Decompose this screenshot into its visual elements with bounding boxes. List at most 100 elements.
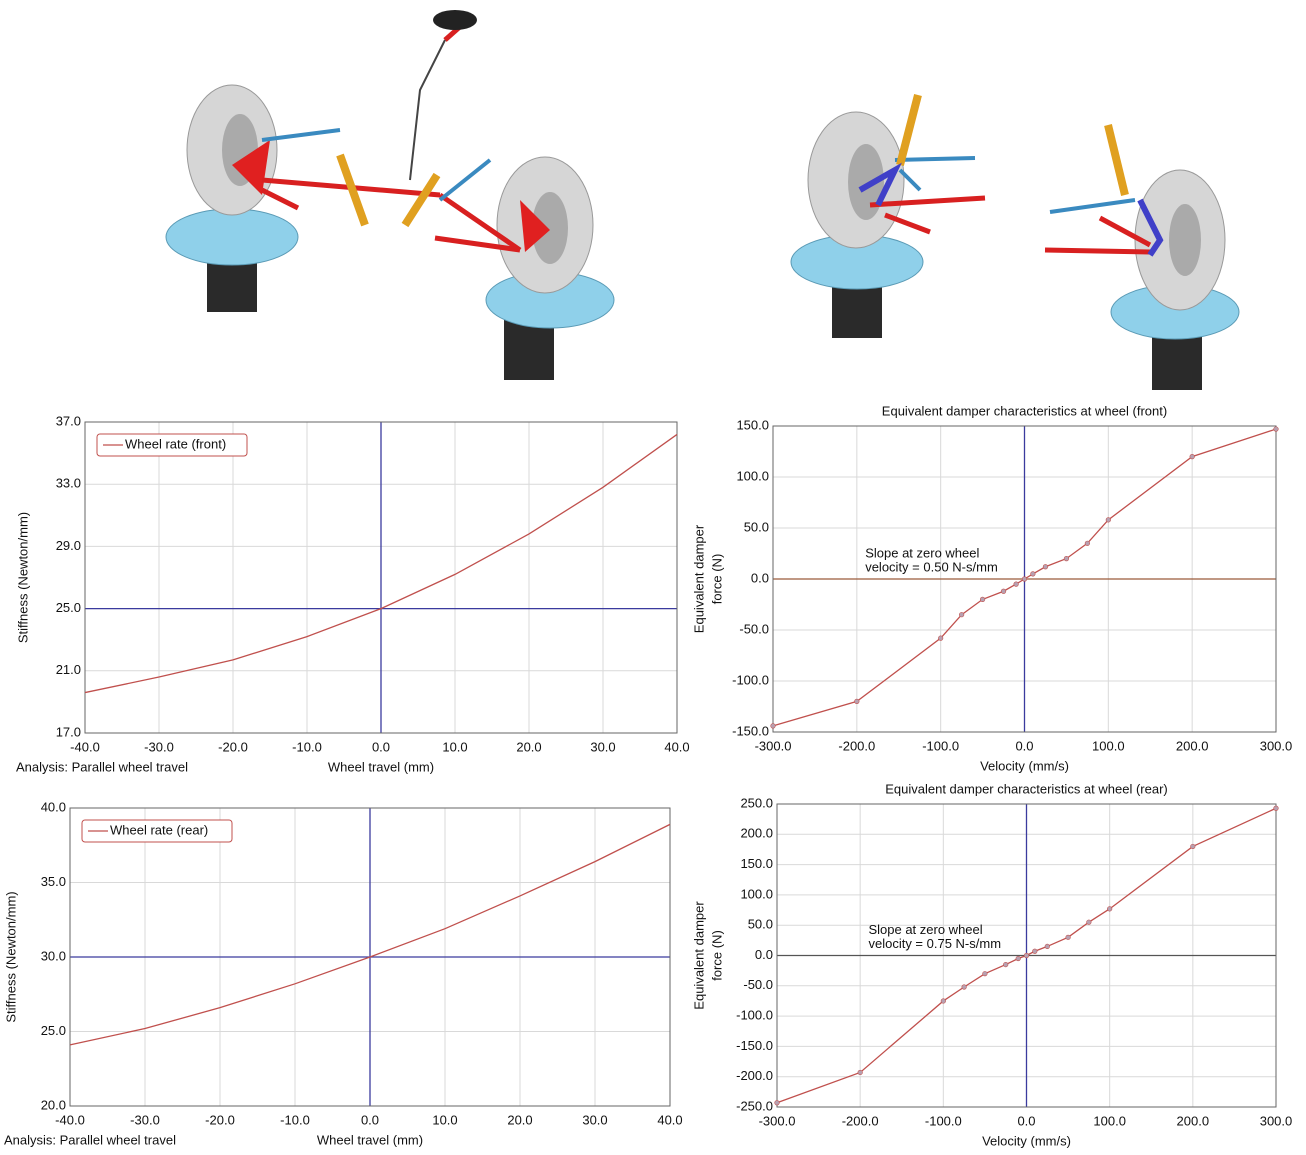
y-tick-label: 50.0 [744, 519, 769, 534]
data-line [69, 823, 671, 1046]
y-tick-label: -150.0 [736, 1038, 773, 1053]
y-tick-label: 150.0 [740, 856, 773, 871]
x-tick-label: -300.0 [759, 1113, 796, 1128]
y-tick-label: 29.0 [56, 538, 81, 553]
data-point [940, 998, 946, 1004]
data-point [938, 635, 944, 641]
annotation: Analysis: Parallel wheel travel [16, 759, 188, 774]
x-tick-label: 30.0 [590, 739, 615, 754]
x-tick-label: 10.0 [442, 739, 467, 754]
x-tick-label: -20.0 [218, 739, 248, 754]
annotation: Analysis: Parallel wheel travel [4, 1132, 176, 1147]
data-point [1032, 948, 1038, 954]
x-tick-label: 100.0 [1093, 1113, 1126, 1128]
x-tick-label: 300.0 [1260, 1113, 1293, 1128]
front-suspension-render [165, 10, 615, 380]
y-tick-label: 0.0 [751, 570, 769, 585]
data-point [1015, 955, 1021, 962]
data-point [1003, 961, 1009, 968]
x-tick-label: 30.0 [582, 1112, 607, 1127]
y-axis-label: Equivalent damper [691, 524, 706, 633]
x-tick-label: -200.0 [842, 1113, 879, 1128]
y-tick-label: 21.0 [56, 662, 81, 677]
y-tick-label: 100.0 [736, 468, 769, 483]
y-tick-label: 20.0 [41, 1097, 66, 1112]
y-tick-label: -250.0 [736, 1098, 773, 1113]
data-point [961, 984, 967, 990]
x-tick-label: -200.0 [838, 738, 875, 753]
x-tick-label: -30.0 [130, 1112, 160, 1127]
y-tick-label: 35.0 [41, 874, 66, 889]
data-point [1042, 564, 1049, 570]
chart-title: Equivalent damper characteristics at whe… [885, 781, 1168, 796]
data-point [1086, 919, 1092, 925]
y-tick-label: 150.0 [736, 417, 769, 432]
y-axis-label: Equivalent damper [691, 901, 706, 1010]
y-tick-label: -50.0 [739, 621, 769, 636]
x-tick-label: -30.0 [144, 739, 174, 754]
x-tick-label: 300.0 [1260, 738, 1293, 753]
data-point [1023, 952, 1030, 959]
x-axis-label: Velocity (mm/s) [982, 1133, 1071, 1148]
legend-box [96, 433, 248, 457]
legend-label: Wheel rate (rear) [110, 822, 208, 837]
data-point [1063, 555, 1070, 562]
y-axis-label: Stiffness (Newton/mm) [3, 891, 18, 1022]
data-point [1013, 581, 1019, 587]
y-tick-label: 33.0 [56, 476, 81, 491]
y-tick-label: 100.0 [740, 886, 773, 901]
y-tick-label: -150.0 [732, 723, 769, 738]
data-point [770, 723, 776, 729]
data-point [857, 1069, 863, 1076]
annotation: velocity = 0.50 N-s/mm [865, 559, 998, 574]
y-tick-label: 17.0 [56, 724, 81, 739]
y-axis-label: force (N) [709, 930, 724, 981]
plot-frame [84, 421, 678, 734]
y-tick-label: 30.0 [41, 948, 66, 963]
x-tick-label: 100.0 [1092, 738, 1125, 753]
x-tick-label: 0.0 [361, 1112, 379, 1127]
data-point [854, 698, 860, 705]
data-point [1065, 934, 1071, 940]
legend-box [81, 819, 233, 843]
x-tick-label: 0.0 [1015, 738, 1033, 753]
x-tick-label: 10.0 [432, 1112, 457, 1127]
x-tick-label: 20.0 [516, 739, 541, 754]
plot-frame [776, 803, 1277, 1108]
x-tick-label: 200.0 [1176, 738, 1209, 753]
rear-suspension-render [790, 94, 1240, 390]
data-point [774, 1100, 780, 1106]
y-axis-label: force (N) [709, 554, 724, 605]
x-tick-label: 40.0 [664, 739, 689, 754]
data-point [1021, 576, 1028, 582]
x-tick-label: -300.0 [755, 738, 792, 753]
x-tick-label: -40.0 [70, 739, 100, 754]
x-axis-label: Wheel travel (mm) [328, 759, 434, 774]
annotation: velocity = 0.75 N-s/mm [868, 936, 1001, 951]
data-point [1084, 540, 1090, 546]
x-tick-label: 20.0 [507, 1112, 532, 1127]
data-point [1190, 843, 1196, 850]
y-axis-label: Stiffness (Newton/mm) [15, 512, 30, 643]
data-point [1273, 426, 1279, 432]
y-tick-label: -200.0 [736, 1068, 773, 1083]
x-tick-label: -10.0 [292, 739, 322, 754]
y-tick-label: 250.0 [740, 795, 773, 810]
data-point [1107, 906, 1113, 912]
y-tick-label: 40.0 [41, 799, 66, 814]
y-tick-label: -50.0 [743, 977, 773, 992]
legend-label: Wheel rate (front) [125, 436, 226, 451]
x-tick-label: -10.0 [280, 1112, 310, 1127]
x-tick-label: 200.0 [1177, 1113, 1210, 1128]
x-tick-label: -100.0 [925, 1113, 962, 1128]
data-point [1044, 943, 1050, 950]
data-point [1273, 805, 1279, 811]
y-tick-label: 25.0 [41, 1023, 66, 1038]
x-axis-label: Wheel travel (mm) [317, 1132, 423, 1147]
y-tick-label: -100.0 [732, 672, 769, 687]
y-tick-label: 25.0 [56, 600, 81, 615]
y-tick-label: -100.0 [736, 1008, 773, 1023]
data-line [84, 433, 678, 694]
